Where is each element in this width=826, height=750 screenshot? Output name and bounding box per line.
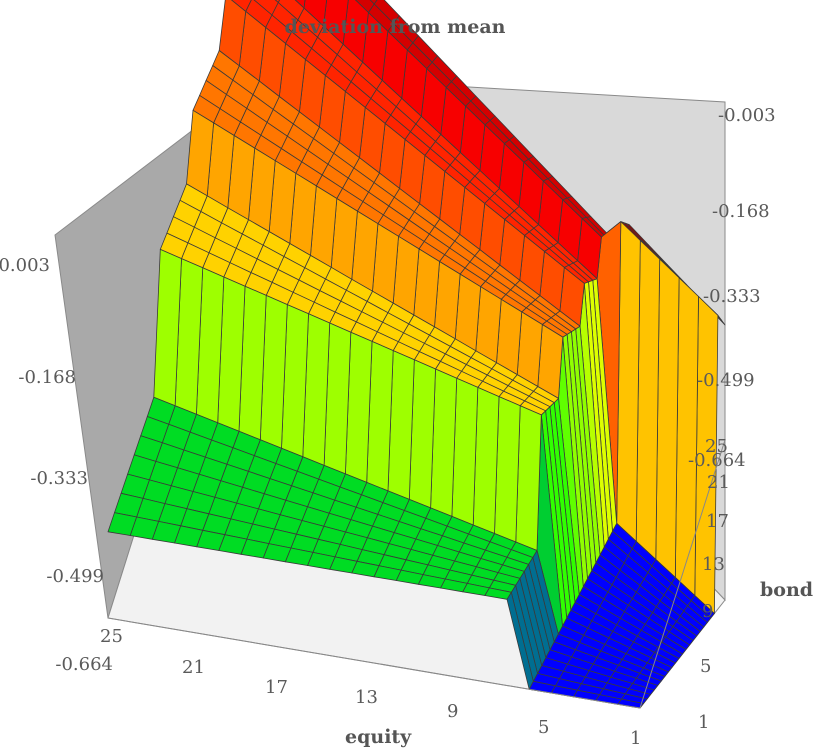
z-axis-left: -0.003 -0.168 -0.333 -0.499 -0.664 <box>0 255 113 675</box>
z-tick-label: -0.499 <box>697 370 755 391</box>
chart-title: deviation from mean <box>285 16 506 38</box>
x-axis-title: equity <box>345 726 412 748</box>
z-tick-label: -0.664 <box>688 450 746 471</box>
x-tick-label: 21 <box>182 657 205 678</box>
x-tick-label: 17 <box>265 677 288 698</box>
x-tick-label: 13 <box>355 687 378 708</box>
x-tick-label: 1 <box>630 728 641 749</box>
surface-mesh <box>107 0 726 709</box>
x-tick-label: 9 <box>447 701 458 722</box>
surface-cell <box>369 0 378 5</box>
x-axis: 25 21 17 13 9 5 1 equity <box>100 617 641 749</box>
z-tick-label: -0.003 <box>0 255 50 276</box>
x-tick-label: 5 <box>538 717 549 738</box>
x-tick-label: 25 <box>100 626 123 647</box>
z-tick-label: -0.168 <box>18 367 76 388</box>
surface-cell <box>107 512 138 536</box>
z-tick-label: -0.664 <box>55 654 113 675</box>
y-tick-label: 25 <box>705 436 728 457</box>
y-axis-title: bond <box>760 579 813 601</box>
y-axis: 1 5 9 13 17 21 25 bond <box>639 436 813 733</box>
y-tick-label: 13 <box>702 554 725 575</box>
y-tick-label: 5 <box>700 656 711 677</box>
z-tick-label: -0.003 <box>718 105 776 126</box>
y-tick-label: 17 <box>706 511 729 532</box>
z-axis-right: -0.003 -0.168 -0.333 -0.499 -0.664 <box>688 105 776 471</box>
y-tick-label: 1 <box>698 712 709 733</box>
z-tick-label: -0.333 <box>30 468 88 489</box>
z-tick-label: -0.168 <box>712 201 770 222</box>
z-tick-label: -0.499 <box>46 566 104 587</box>
y-axis-line <box>639 439 726 709</box>
y-tick-label: 21 <box>707 472 730 493</box>
z-tick-label: -0.333 <box>703 286 761 307</box>
y-tick-label: 9 <box>702 601 713 622</box>
x-axis-line <box>107 617 641 709</box>
